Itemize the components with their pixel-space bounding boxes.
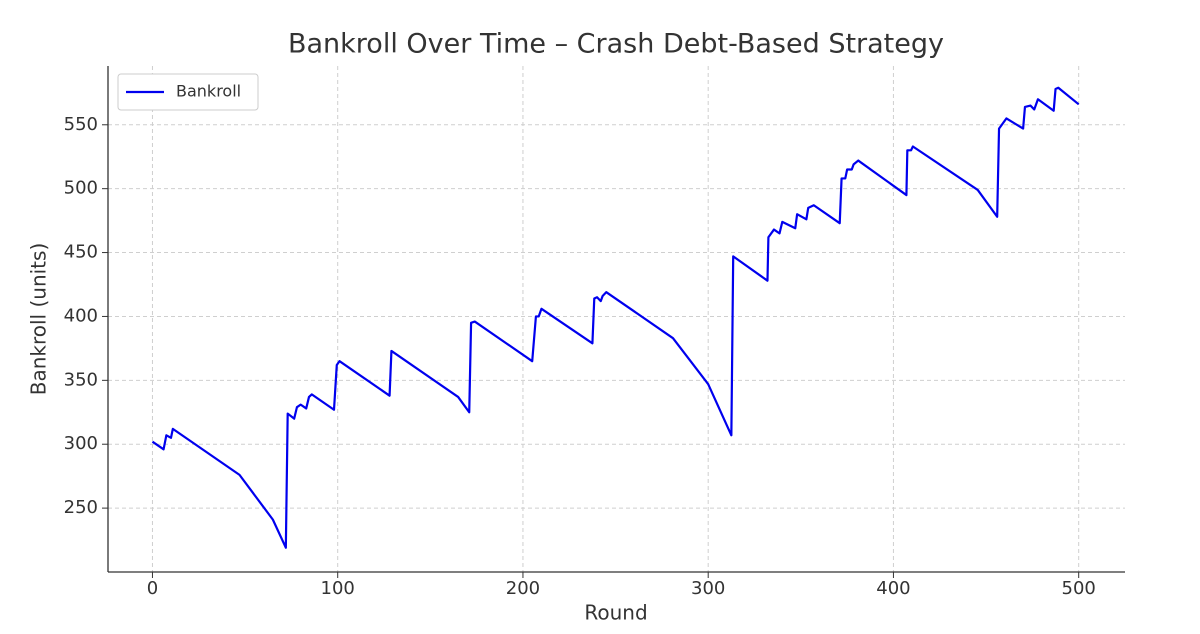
x-tick-label: 500 (1062, 578, 1096, 599)
x-axis-label: Round (584, 601, 647, 625)
y-axis-label: Bankroll (units) (27, 243, 51, 396)
legend-box (117, 73, 259, 111)
y-tick-label: 450 (64, 242, 98, 263)
legend-label: Bankroll (176, 82, 241, 101)
y-tick-label: 250 (64, 497, 98, 518)
y-tick-label: 400 (64, 305, 98, 326)
x-tick-label: 400 (876, 578, 910, 599)
x-tick-label: 300 (691, 578, 725, 599)
data-line (151, 86, 1080, 549)
x-tick-label: 200 (506, 578, 540, 599)
y-tick-label: 500 (64, 178, 98, 199)
x-tick-label: 0 (147, 578, 158, 599)
y-tick-label: 550 (64, 114, 98, 135)
y-tick-label: 300 (64, 433, 98, 454)
x-tick-label: 100 (321, 578, 355, 599)
y-tick-label: 350 (64, 369, 98, 390)
chart-title: Bankroll Over Time – Crash Debt-Based St… (288, 29, 944, 60)
